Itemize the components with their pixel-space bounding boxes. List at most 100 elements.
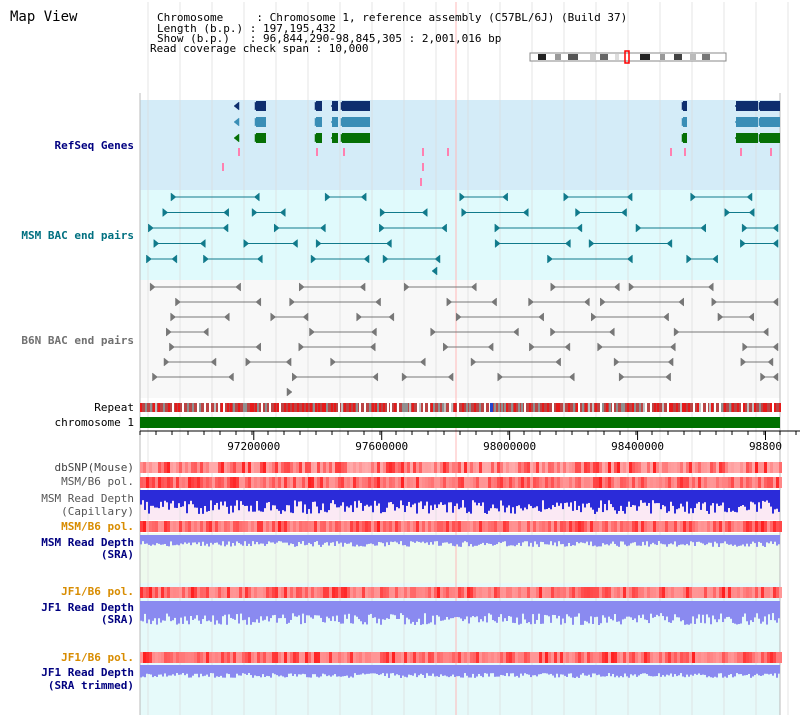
repeat-block <box>322 403 324 412</box>
msm-sra-bar <box>146 535 148 544</box>
jf1-depth-bar <box>594 601 596 618</box>
heatmap-tracks[interactable] <box>140 462 782 678</box>
jf1-trim-bar <box>404 665 406 677</box>
jf1-pol-cell <box>491 587 494 598</box>
msm-sra-bar <box>328 535 330 546</box>
jf1-pol2-cell <box>263 652 266 663</box>
jf1-trim-bar <box>636 665 638 677</box>
jf1-pol-cell <box>623 587 626 598</box>
jf1-depth-bar <box>496 601 498 623</box>
jf1-pol-cell <box>206 587 209 598</box>
jf1-trim-bar <box>412 665 414 676</box>
msm-pol-cell <box>584 477 587 488</box>
msm-depth-bar <box>536 490 538 507</box>
jf1-pol-cell <box>515 587 518 598</box>
msm-pol-cell <box>536 477 539 488</box>
msm-sra-bar <box>354 535 356 547</box>
msm-pol-cell <box>182 477 185 488</box>
msm-depth-bar <box>662 490 664 506</box>
jf1-trim-bar <box>296 665 298 677</box>
msm-sra-bar <box>604 535 606 545</box>
repeat-block <box>693 403 695 412</box>
msm-sra-bar <box>142 535 144 542</box>
jf1-depth-bar <box>714 601 716 620</box>
jf1-trim-bar <box>216 665 218 677</box>
msm-depth-bar <box>720 490 722 506</box>
jf1-trim-bar <box>622 665 624 678</box>
repeat-block <box>582 403 584 412</box>
msm-sra-bar <box>518 535 520 543</box>
msm-depth-bar <box>500 490 502 501</box>
msm-depth-bar <box>428 490 430 514</box>
msm-bac-end <box>222 223 229 233</box>
jf1-trim-bar <box>454 665 456 677</box>
msm-depth-bar <box>426 490 428 502</box>
msm-pol2-cell <box>455 521 458 532</box>
jf1-trim-bar <box>706 665 708 678</box>
msm-depth-bar <box>178 490 180 504</box>
jf1-pol-cell <box>689 587 692 598</box>
jf1-pol-cell <box>176 587 179 598</box>
b6n-bac-end <box>497 372 504 382</box>
msm-depth-bar <box>266 490 268 503</box>
chromosome-track[interactable] <box>140 417 780 428</box>
jf1-trim-bar <box>592 665 594 674</box>
jf1-trim-bar <box>434 665 436 677</box>
jf1-trim-bar <box>734 665 736 677</box>
msm-pol-cell <box>452 477 455 488</box>
msm-depth-bar <box>668 490 670 512</box>
msm-depth-bar <box>650 490 652 514</box>
jf1-pol-cell <box>218 587 221 598</box>
b6n-bac-end <box>667 357 674 367</box>
refseq-gene <box>342 117 370 127</box>
msm-sra-bar <box>340 535 342 543</box>
msm-depth-bar <box>182 490 184 507</box>
msm-depth-bar <box>774 490 776 510</box>
b6n-bac-end <box>298 342 305 352</box>
jf1-trim-bar <box>410 665 412 676</box>
jf1-trim-bar <box>604 665 606 677</box>
jf1-depth-bar <box>460 601 462 619</box>
repeat-track[interactable] <box>140 403 781 412</box>
dbsnp-cell <box>533 462 536 473</box>
msm-pol-cell <box>302 477 305 488</box>
msm-bac-track[interactable] <box>146 192 779 276</box>
dbsnp-cell <box>248 462 251 473</box>
msm-pol2-cell <box>623 521 626 532</box>
repeat-block <box>514 403 516 412</box>
msm-depth-bar <box>680 490 682 504</box>
msm-pol-cell <box>644 477 647 488</box>
jf1-pol2-cell <box>614 652 617 663</box>
jf1-pol2-cell <box>416 652 419 663</box>
jf1-trim-bar <box>732 665 734 678</box>
msm-sra-bar <box>144 535 146 544</box>
msm-depth-bar <box>602 490 604 513</box>
jf1-trim-bar <box>494 665 496 677</box>
jf1-pol-cell <box>674 587 677 598</box>
msm-sra-bar <box>374 535 376 546</box>
jf1-pol2-cell <box>593 652 596 663</box>
jf1-pol-cell <box>473 587 476 598</box>
jf1-depth-bar <box>644 601 646 620</box>
jf1-pol2-cell <box>695 652 698 663</box>
msm-sra-bar <box>444 535 446 543</box>
msm-depth-bar <box>506 490 508 508</box>
msm-sra-bar <box>326 535 328 543</box>
jf1-trim-bar <box>772 665 774 676</box>
b6n-bac-end <box>628 282 635 292</box>
chromosome-ideogram[interactable] <box>529 50 727 64</box>
dbsnp-cell <box>191 462 194 473</box>
jf1-depth-bar <box>752 601 754 622</box>
msm-depth-bar <box>540 490 542 512</box>
jf1-depth-bar <box>550 601 552 623</box>
jf1-pol2-cell <box>380 652 383 663</box>
jf1-pol-cell <box>737 587 740 598</box>
jf1-depth-bar <box>270 601 272 619</box>
jf1-depth-bar <box>228 601 230 615</box>
msm-pol2-cell <box>434 521 437 532</box>
b6n-bac-track[interactable] <box>149 282 779 397</box>
msm-pol2-cell <box>182 521 185 532</box>
dbsnp-cell <box>227 462 230 473</box>
refseq-genes-track[interactable] <box>222 101 780 186</box>
